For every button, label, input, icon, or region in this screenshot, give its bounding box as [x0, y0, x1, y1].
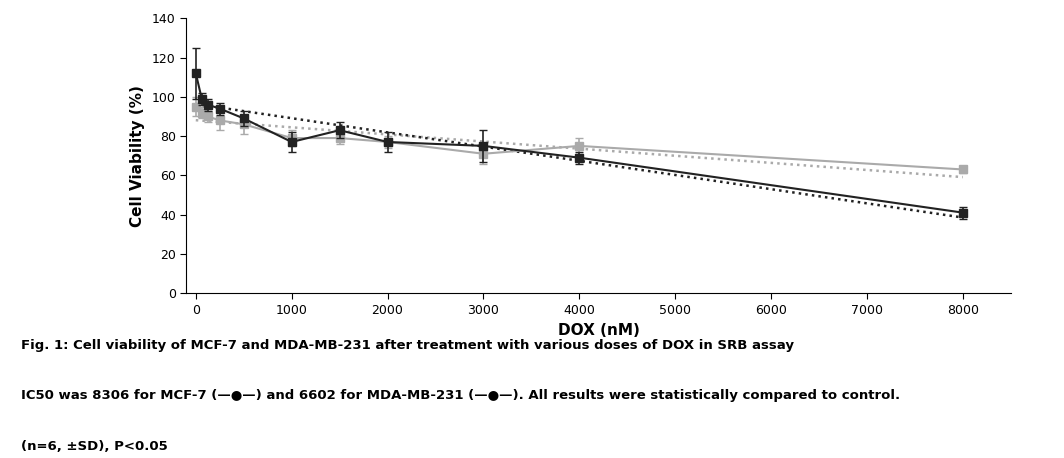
X-axis label: DOX (nM): DOX (nM) — [558, 323, 639, 338]
Text: IC50 was 8306 for MCF-7 (—●—) and 6602 for MDA-MB-231 (—●—). All results were st: IC50 was 8306 for MCF-7 (—●—) and 6602 f… — [21, 389, 900, 402]
Y-axis label: Cell Viability (%): Cell Viability (%) — [130, 85, 145, 227]
Text: Fig. 1: Cell viability of MCF-7 and MDA-MB-231 after treatment with various dose: Fig. 1: Cell viability of MCF-7 and MDA-… — [21, 339, 795, 352]
Text: (n=6, ±SD), P<0.05: (n=6, ±SD), P<0.05 — [21, 440, 168, 453]
